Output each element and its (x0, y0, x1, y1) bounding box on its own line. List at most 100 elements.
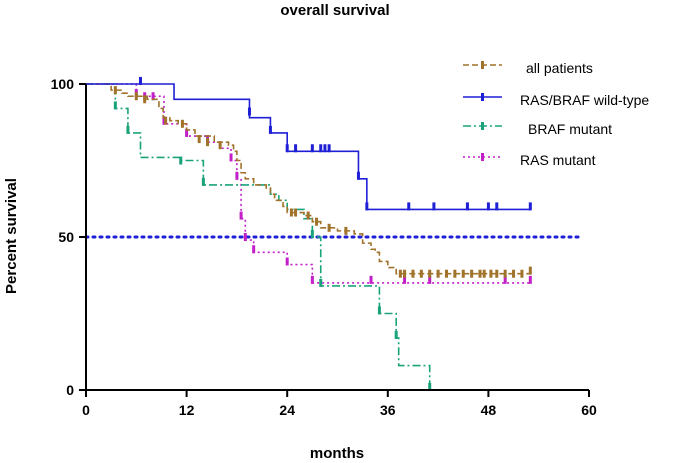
legend-marker-all-patients (463, 61, 502, 69)
censor-mark-all-patients (461, 269, 465, 278)
series-ras-mutant (86, 83, 532, 284)
legend-censor-braf-mutant (481, 122, 484, 130)
y-tick-label: 50 (58, 229, 74, 245)
censor-mark-all-patients (315, 217, 319, 226)
x-axis-label: months (310, 445, 364, 462)
censor-mark-all-patients (294, 208, 298, 217)
censor-mark-ras-mutant (252, 245, 256, 254)
censor-mark-ras-mutant (185, 128, 189, 137)
censor-mark-all-patients (478, 269, 482, 278)
censor-mark-all-patients (444, 269, 448, 278)
legend-item-braf-mutant: BRAF mutant (463, 121, 612, 137)
censor-mark-braf-mutant (201, 177, 205, 186)
censor-mark-ras-mutant (285, 257, 289, 266)
legend-censor-ras-mutant (481, 153, 484, 161)
censor-mark-ras-braf-wild-type (310, 144, 314, 153)
censor-mark-ras-braf-wild-type (247, 107, 251, 116)
censor-mark-braf-mutant (310, 229, 314, 238)
censor-mark-ras-braf-wild-type (465, 202, 469, 211)
censor-mark-ras-braf-wild-type (294, 144, 298, 153)
censor-mark-all-patients (143, 95, 147, 104)
legend-item-ras-braf-wild-type: RAS/BRAF wild-type (463, 92, 649, 108)
censor-mark-ras-braf-wild-type (323, 144, 327, 153)
censor-mark-ras-mutant (243, 233, 247, 241)
censor-mark-ras-braf-wild-type (432, 202, 436, 211)
censor-mark-ras-mutant (503, 275, 507, 284)
legend-marker-ras-mutant (463, 153, 502, 161)
censor-mark-ras-mutant (162, 116, 166, 125)
censor-mark-all-patients (180, 119, 184, 128)
censor-mark-all-patients (398, 269, 402, 278)
censor-mark-all-patients (520, 269, 524, 278)
series-line-all-patients (86, 83, 531, 275)
censor-mark-all-patients (164, 116, 168, 125)
censor-mark-all-patients (453, 269, 457, 278)
legend-marker-ras-braf-wild-type (463, 93, 502, 101)
x-tick-label: 24 (279, 402, 295, 418)
censor-mark-all-patients (134, 92, 138, 101)
legend-label-all-patients: all patients (526, 60, 593, 76)
censor-mark-all-patients (327, 223, 331, 232)
series-line-ras-braf-wild-type (86, 83, 531, 211)
censor-mark-all-patients (419, 269, 423, 278)
legend-item-all-patients: all patients (463, 60, 593, 76)
censor-mark-ras-mutant (239, 211, 243, 220)
censor-mark-all-patients (197, 135, 201, 144)
legend-label-ras-braf-wild-type: RAS/BRAF wild-type (520, 92, 649, 108)
censor-mark-braf-mutant (428, 382, 432, 391)
censor-mark-ras-mutant (235, 171, 239, 180)
censor-mark-ras-mutant (369, 275, 373, 284)
legend-label-braf-mutant: BRAF mutant (528, 121, 612, 137)
censor-mark-ras-mutant (428, 275, 432, 284)
censor-mark-ras-braf-wild-type (495, 202, 499, 211)
censor-mark-ras-mutant (528, 275, 532, 284)
censor-mark-all-patients (436, 269, 440, 278)
x-tick-label: 12 (179, 402, 195, 418)
censor-mark-ras-braf-wild-type (319, 144, 323, 153)
censor-mark-all-patients (206, 138, 210, 147)
censor-mark-ras-braf-wild-type (528, 202, 532, 211)
censor-mark-all-patients (482, 269, 486, 278)
censor-mark-all-patients (428, 269, 432, 278)
legend-item-ras-mutant: RAS mutant (463, 152, 596, 168)
censor-mark-ras-braf-wild-type (138, 76, 142, 85)
censor-mark-ras-braf-wild-type (285, 144, 289, 153)
censor-mark-braf-mutant (394, 330, 398, 339)
legend-marker-braf-mutant (463, 122, 502, 130)
y-tick-label: 0 (66, 382, 74, 398)
series-layer (86, 76, 532, 391)
censor-mark-braf-mutant (319, 278, 323, 287)
tick-layer: 0 12 24 36 48 60 0 50 100 (51, 76, 597, 418)
censor-mark-braf-mutant (126, 125, 130, 134)
censor-mark-ras-braf-wild-type (268, 125, 272, 134)
legend-label-ras-mutant: RAS mutant (520, 152, 596, 168)
censor-mark-all-patients (306, 211, 310, 220)
censor-mark-braf-mutant (113, 101, 117, 110)
chart-title: overall survival (280, 2, 389, 19)
censor-mark-ras-braf-wild-type (356, 171, 360, 180)
x-tick-label: 0 (82, 402, 90, 418)
censor-mark-all-patients (512, 269, 516, 278)
censor-mark-ras-braf-wild-type (327, 144, 331, 153)
legend-censor-all-patients (481, 61, 484, 69)
censor-mark-all-patients (113, 86, 117, 95)
censor-mark-ras-braf-wild-type (486, 202, 490, 211)
legend: all patients RAS/BRAF wild-type BRAF mut… (463, 60, 649, 168)
x-tick-label: 36 (380, 402, 396, 418)
series-ras-braf-wild-type (86, 76, 532, 211)
censor-mark-all-patients (528, 266, 532, 275)
censor-mark-ras-mutant (310, 275, 314, 284)
censor-mark-all-patients (489, 269, 493, 278)
series-braf-mutant (86, 83, 432, 391)
series-line-braf-mutant (86, 83, 431, 390)
censor-mark-braf-mutant (377, 306, 381, 315)
censor-mark-ras-mutant (403, 275, 407, 284)
censor-mark-all-patients (503, 269, 507, 278)
legend-censor-ras-braf-wild-type (481, 93, 484, 101)
censor-mark-ras-braf-wild-type (407, 202, 411, 211)
y-tick-label: 100 (51, 76, 75, 92)
censor-mark-all-patients (403, 269, 407, 278)
censor-mark-ras-braf-wild-type (365, 202, 369, 211)
censor-mark-all-patients (344, 226, 348, 235)
